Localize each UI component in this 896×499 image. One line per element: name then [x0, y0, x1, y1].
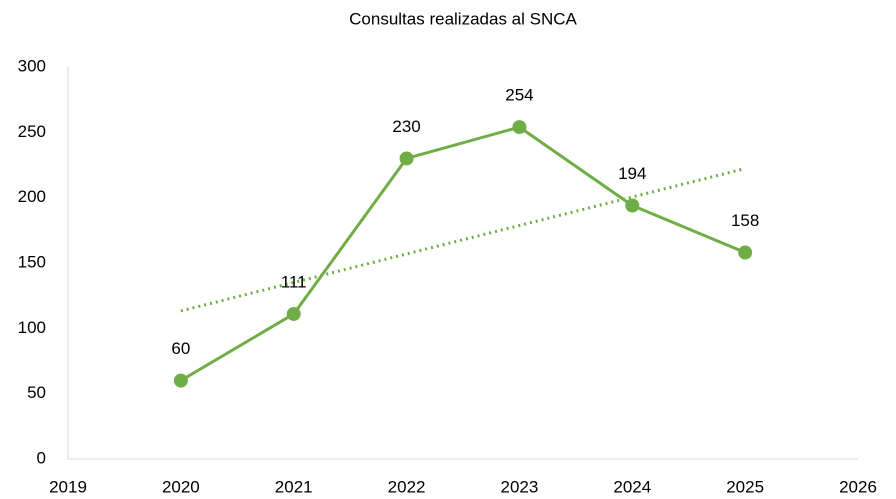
data-point [512, 120, 527, 135]
y-tick-label: 0 [37, 448, 46, 467]
data-label: 158 [731, 211, 759, 230]
chart-title: Consultas realizadas al SNCA [349, 9, 577, 28]
data-point [399, 151, 414, 166]
data-point [625, 198, 640, 213]
data-label: 60 [171, 339, 190, 358]
x-tick-label: 2023 [501, 477, 539, 496]
y-tick-label: 100 [18, 318, 46, 337]
x-tick-label: 2025 [726, 477, 764, 496]
y-tick-label: 50 [27, 383, 46, 402]
x-tick-label: 2022 [388, 477, 426, 496]
data-point [738, 245, 753, 260]
x-tick-label: 2026 [839, 477, 877, 496]
data-point [286, 306, 301, 321]
y-tick-label: 200 [18, 187, 46, 206]
y-tick-label: 300 [18, 56, 46, 75]
x-tick-label: 2021 [275, 477, 313, 496]
x-tick-label: 2020 [162, 477, 200, 496]
data-point [173, 373, 188, 388]
trendline [180, 167, 746, 313]
x-tick-label: 2024 [613, 477, 651, 496]
y-tick-label: 150 [18, 252, 46, 271]
data-label: 194 [618, 164, 646, 183]
y-tick-label: 250 [18, 122, 46, 141]
data-label: 254 [505, 86, 533, 105]
data-label: 230 [392, 117, 420, 136]
data-label: 111 [281, 272, 307, 291]
x-tick-label: 2019 [49, 477, 87, 496]
series-line [180, 125, 746, 382]
